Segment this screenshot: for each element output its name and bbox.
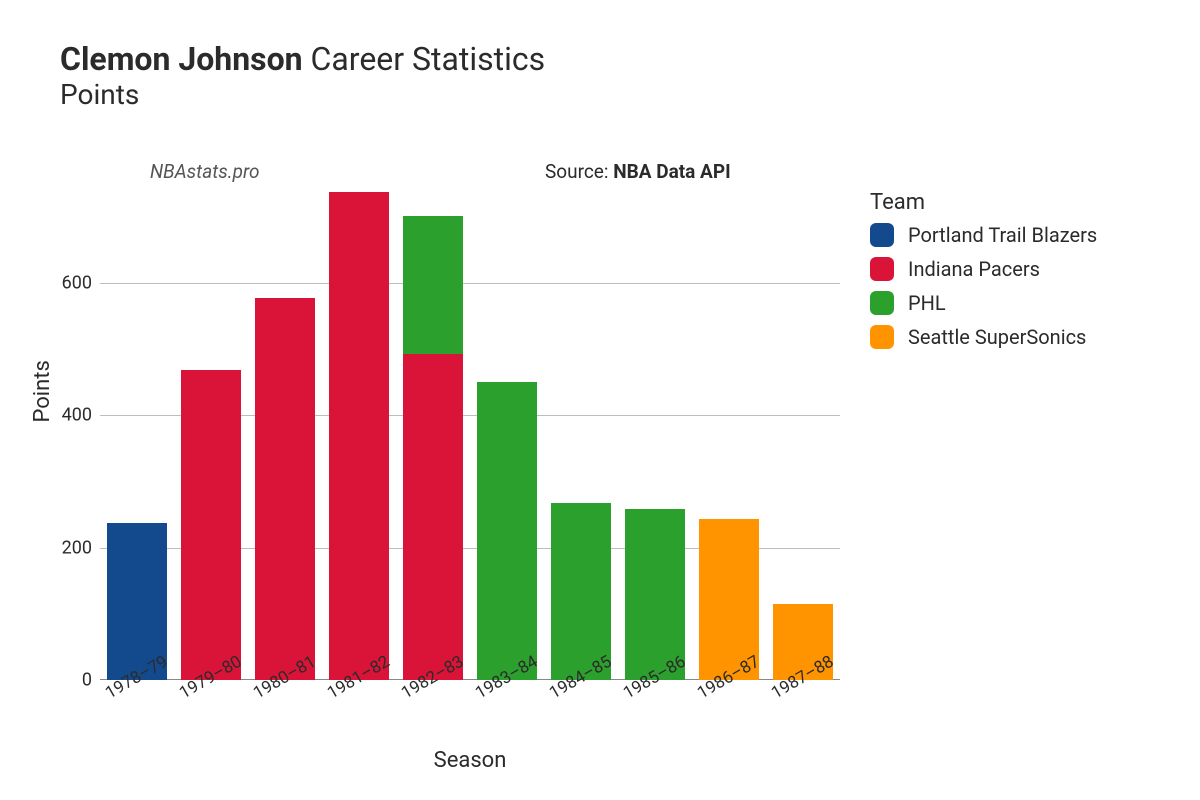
legend-label: Seattle SuperSonics bbox=[908, 325, 1086, 349]
source-name: NBA Data API bbox=[613, 160, 730, 183]
chart-title-block: Clemon Johnson Career Statistics Points bbox=[60, 40, 545, 111]
y-axis-title: Points bbox=[30, 360, 55, 422]
bar-segment bbox=[403, 214, 464, 354]
x-axis-title: Season bbox=[100, 748, 840, 773]
legend-swatch bbox=[870, 223, 894, 247]
bar-segment bbox=[477, 382, 538, 680]
legend-item: Indiana Pacers bbox=[870, 257, 1097, 281]
chart-title: Clemon Johnson Career Statistics bbox=[60, 40, 545, 78]
bar bbox=[255, 298, 316, 680]
y-tick-label: 0 bbox=[82, 670, 92, 691]
plot-area: 02004006001978–791979–801980–811981–8219… bbox=[100, 190, 840, 680]
y-tick-label: 200 bbox=[62, 537, 92, 558]
legend-label: PHL bbox=[908, 291, 946, 315]
title-suffix: Career Statistics bbox=[311, 40, 546, 78]
bar bbox=[477, 382, 538, 680]
legend-label: Portland Trail Blazers bbox=[908, 223, 1097, 247]
source-citation: Source: NBA Data API bbox=[545, 160, 731, 183]
player-name: Clemon Johnson bbox=[60, 40, 303, 78]
bar-segment bbox=[403, 354, 464, 680]
legend-item: Seattle SuperSonics bbox=[870, 325, 1097, 349]
legend: Team Portland Trail Blazers Indiana Pacer… bbox=[870, 190, 1097, 359]
y-tick-label: 400 bbox=[62, 405, 92, 426]
bar-segment bbox=[329, 192, 390, 680]
bar-segment bbox=[181, 370, 242, 680]
legend-title: Team bbox=[870, 190, 1097, 215]
bar bbox=[181, 370, 242, 680]
bar bbox=[329, 192, 390, 680]
source-prefix: Source: bbox=[545, 160, 613, 183]
legend-item: PHL bbox=[870, 291, 1097, 315]
legend-swatch bbox=[870, 257, 894, 281]
legend-swatch bbox=[870, 325, 894, 349]
y-tick-label: 600 bbox=[62, 272, 92, 293]
legend-label: Indiana Pacers bbox=[908, 257, 1040, 281]
legend-item: Portland Trail Blazers bbox=[870, 223, 1097, 247]
legend-swatch bbox=[870, 291, 894, 315]
chart-subtitle: Points bbox=[60, 78, 545, 111]
gridline bbox=[100, 283, 840, 284]
bar bbox=[403, 214, 464, 680]
watermark-text: NBAstats.pro bbox=[150, 160, 260, 183]
bar-segment bbox=[255, 298, 316, 680]
chart-frame: Clemon Johnson Career Statistics Points … bbox=[0, 0, 1200, 800]
